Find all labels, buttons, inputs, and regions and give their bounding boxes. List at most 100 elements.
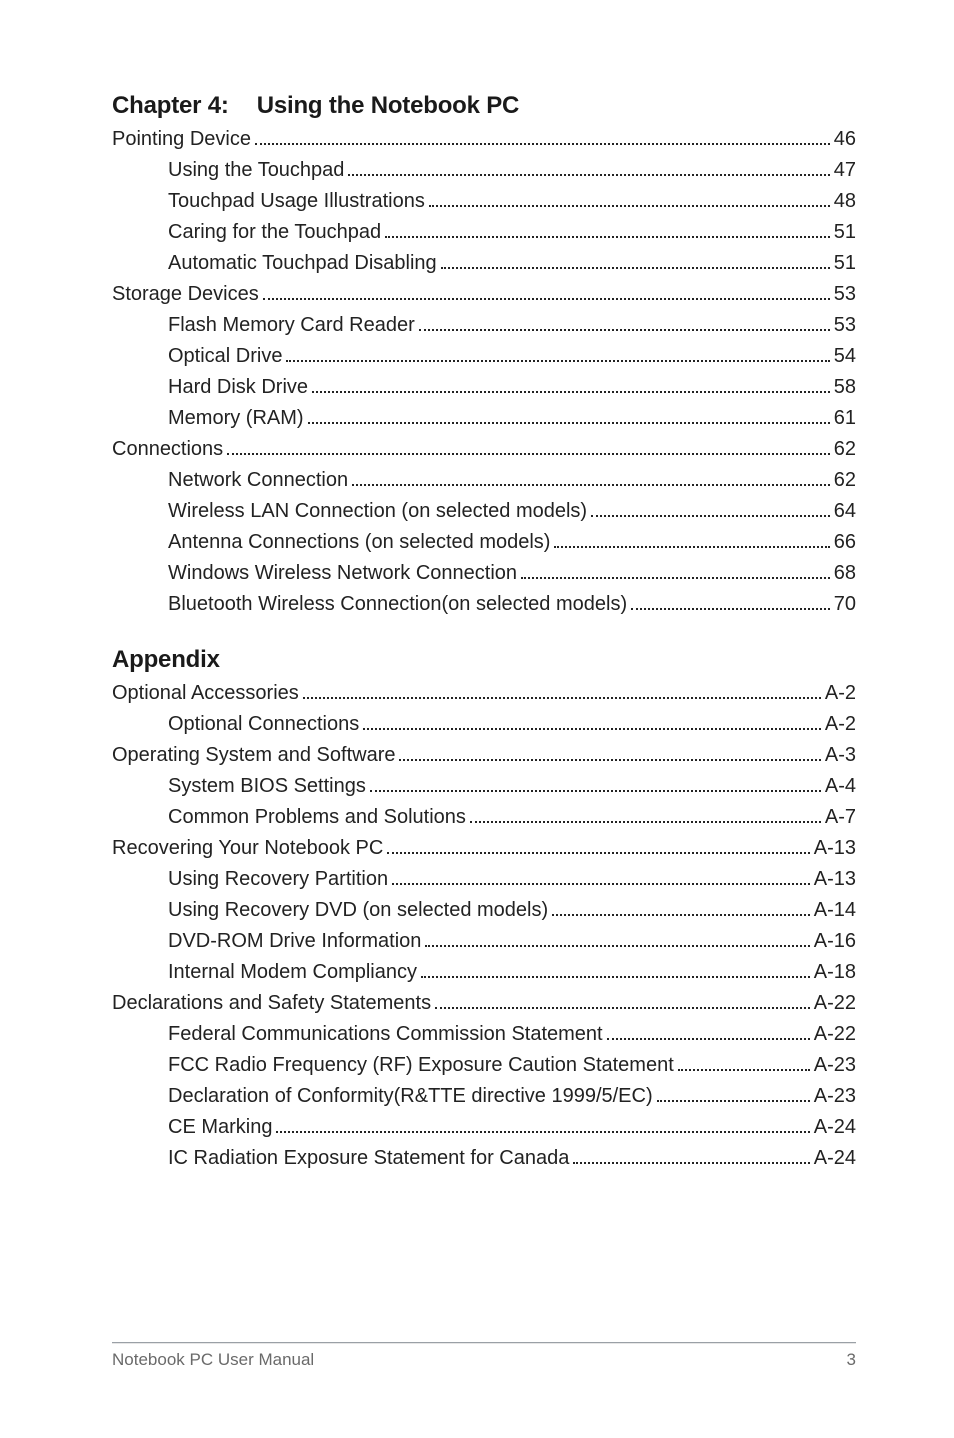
toc-label: IC Radiation Exposure Statement for Cana…	[168, 1143, 569, 1174]
toc-page-number: 47	[834, 155, 856, 186]
toc-page-number: 62	[834, 465, 856, 496]
toc-leader-dots	[312, 391, 830, 393]
toc-page-number: 70	[834, 589, 856, 620]
toc-row: Declaration of Conformity(R&TTE directiv…	[112, 1081, 856, 1112]
toc-leader-dots	[227, 453, 830, 455]
toc-label: Using Recovery DVD (on selected models)	[168, 895, 548, 926]
toc-page-number: A-23	[814, 1081, 856, 1112]
toc-leader-dots	[573, 1162, 809, 1164]
toc-page-number: A-2	[825, 709, 856, 740]
toc-page-number: 61	[834, 403, 856, 434]
toc-label: Bluetooth Wireless Connection(on selecte…	[168, 589, 627, 620]
toc-page-number: 62	[834, 434, 856, 465]
toc-label: CE Marking	[168, 1112, 272, 1143]
toc-row: Internal Modem Compliancy A-18	[112, 957, 856, 988]
toc-page-number: A-7	[825, 802, 856, 833]
toc-row: Storage Devices53	[112, 279, 856, 310]
toc-label: Internal Modem Compliancy	[168, 957, 417, 988]
toc-row: Bluetooth Wireless Connection(on selecte…	[112, 589, 856, 620]
toc-row: IC Radiation Exposure Statement for Cana…	[112, 1143, 856, 1174]
page-footer: Notebook PC User Manual 3	[0, 1342, 954, 1370]
toc-leader-dots	[385, 236, 830, 238]
toc-leader-dots	[429, 205, 830, 207]
toc-row: System BIOS Settings A-4	[112, 771, 856, 802]
toc-row: Network Connection 62	[112, 465, 856, 496]
toc-label: Windows Wireless Network Connection	[168, 558, 517, 589]
toc-row: DVD-ROM Drive InformationA-16	[112, 926, 856, 957]
toc-row: Declarations and Safety Statements A-22	[112, 988, 856, 1019]
toc-leader-dots	[255, 143, 830, 145]
toc-leader-dots	[521, 577, 830, 579]
toc-leader-dots	[370, 790, 821, 792]
toc-label: Antenna Connections (on selected models)	[168, 527, 550, 558]
toc-page-number: 51	[834, 217, 856, 248]
toc-row: FCC Radio Frequency (RF) Exposure Cautio…	[112, 1050, 856, 1081]
toc-row: Operating System and SoftwareA-3	[112, 740, 856, 771]
toc-leader-dots	[392, 883, 810, 885]
toc-row: Touchpad Usage Illustrations48	[112, 186, 856, 217]
toc-label: Declarations and Safety Statements	[112, 988, 431, 1019]
toc-leader-dots	[678, 1069, 810, 1071]
chapter-title: Using the Notebook PC	[257, 92, 519, 119]
toc-label: Memory (RAM)	[168, 403, 304, 434]
toc-row: Wireless LAN Connection (on selected mod…	[112, 496, 856, 527]
toc-page-number: A-22	[814, 988, 856, 1019]
toc-page-number: A-24	[814, 1112, 856, 1143]
toc-label: Declaration of Conformity(R&TTE directiv…	[168, 1081, 653, 1112]
toc-page-number: A-16	[814, 926, 856, 957]
toc-page-number: 54	[834, 341, 856, 372]
toc-label: Optical Drive	[168, 341, 282, 372]
toc-label: Network Connection	[168, 465, 348, 496]
toc-leader-dots	[399, 759, 820, 761]
toc-label: Optional Connections	[168, 709, 359, 740]
toc-leader-dots	[470, 821, 821, 823]
toc-leader-dots	[303, 697, 821, 699]
toc-page-number: A-13	[814, 833, 856, 864]
toc-label: Common Problems and Solutions	[168, 802, 466, 833]
toc-page-number: A-14	[814, 895, 856, 926]
toc-page-number: 64	[834, 496, 856, 527]
toc-leader-dots	[387, 852, 809, 854]
toc-leader-dots	[352, 484, 830, 486]
footer-rule	[112, 1342, 856, 1344]
toc-label: System BIOS Settings	[168, 771, 366, 802]
toc-row: Common Problems and Solutions A-7	[112, 802, 856, 833]
toc-row: Pointing Device 46	[112, 124, 856, 155]
toc-leader-dots	[276, 1131, 809, 1133]
toc-label: Pointing Device	[112, 124, 251, 155]
toc-row: Connections 62	[112, 434, 856, 465]
toc-row: Recovering Your Notebook PC A-13	[112, 833, 856, 864]
toc-row: Memory (RAM) 61	[112, 403, 856, 434]
toc-label: Recovering Your Notebook PC	[112, 833, 383, 864]
footer-page-number: 3	[847, 1350, 856, 1370]
appendix-heading: Appendix	[112, 646, 856, 674]
toc-row: Using Recovery DVD (on selected models) A…	[112, 895, 856, 926]
toc-row: CE Marking A-24	[112, 1112, 856, 1143]
toc-leader-dots	[308, 422, 830, 424]
toc-label: Caring for the Touchpad	[168, 217, 381, 248]
toc-row: Using the Touchpad47	[112, 155, 856, 186]
toc-leader-dots	[421, 976, 810, 978]
toc-page-number: 66	[834, 527, 856, 558]
toc-label: FCC Radio Frequency (RF) Exposure Cautio…	[168, 1050, 674, 1081]
toc-leader-dots	[425, 945, 809, 947]
page: Chapter 4:Using the Notebook PC Pointing…	[0, 0, 954, 1438]
toc-leader-dots	[363, 728, 821, 730]
toc-row: Using Recovery Partition A-13	[112, 864, 856, 895]
toc-page-number: 46	[834, 124, 856, 155]
toc-label: Optional Accessories	[112, 678, 299, 709]
toc-leader-dots	[441, 267, 830, 269]
toc-label: Using Recovery Partition	[168, 864, 388, 895]
toc-row: Automatic Touchpad Disabling51	[112, 248, 856, 279]
toc-appendix: Optional Accessories A-2 Optional Connecti…	[112, 678, 856, 1174]
toc-row: Hard Disk Drive58	[112, 372, 856, 403]
toc-page-number: A-23	[814, 1050, 856, 1081]
toc-page-number: A-18	[814, 957, 856, 988]
toc-leader-dots	[631, 608, 830, 610]
toc-label: Connections	[112, 434, 223, 465]
toc-row: Flash Memory Card Reader53	[112, 310, 856, 341]
toc-page-number: 68	[834, 558, 856, 589]
toc-label: Operating System and Software	[112, 740, 395, 771]
toc-page-number: A-4	[825, 771, 856, 802]
toc-row: Windows Wireless Network Connection 68	[112, 558, 856, 589]
